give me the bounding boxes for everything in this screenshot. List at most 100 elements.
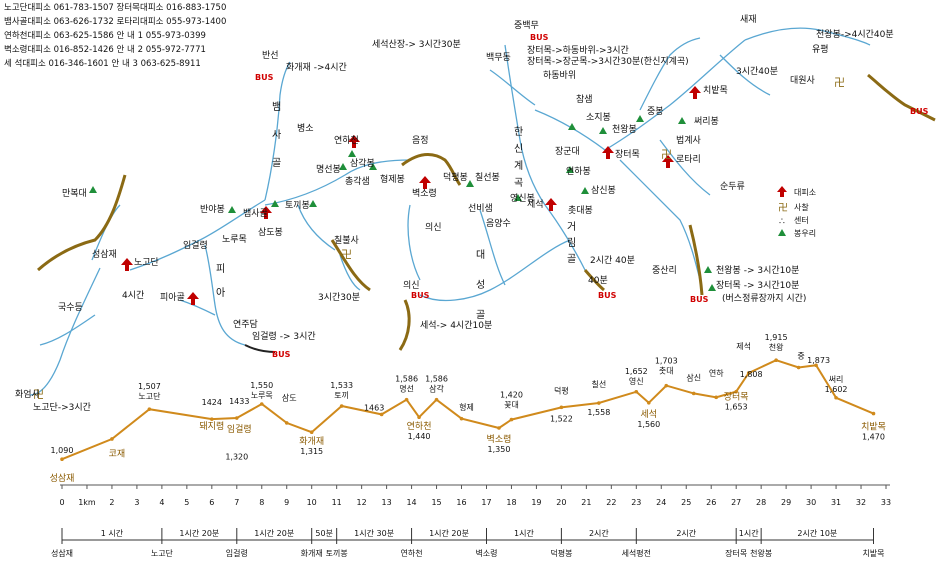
elevation-points — [60, 358, 876, 462]
valley-name-char: 대 — [476, 249, 485, 261]
map-place-label: 연주담 — [233, 318, 258, 330]
station-label: 토끼봉 — [326, 549, 348, 558]
station-label: 노고단 — [151, 548, 174, 558]
map-place-label: 3시간30분 — [318, 292, 360, 303]
valley-name-char: 골 — [272, 157, 281, 169]
peak-icon — [566, 166, 574, 173]
bus-stop-label: BUS — [530, 33, 549, 42]
map-place-label: 세석산장-> 3시간30분 — [372, 39, 461, 50]
peak-icon — [678, 117, 686, 124]
elevation-label: 연하 — [709, 368, 724, 378]
elevation-label: 1,703 — [655, 357, 678, 366]
elevation-point — [774, 358, 778, 363]
valley-name-char: 거 — [567, 221, 576, 233]
map-place-label: 40분 — [588, 275, 608, 286]
elevation-label: 1463 — [364, 403, 384, 412]
shelter-icon — [348, 135, 360, 148]
map-place-label: 4시간 — [122, 290, 144, 301]
map-place-label: 써리봉 — [694, 116, 719, 127]
km-tick-label: 17 — [481, 498, 491, 507]
elevation-point — [459, 416, 464, 421]
peak-icon — [89, 186, 97, 193]
peak-icon — [636, 115, 644, 122]
map-legend: 대피소 卍 사찰 ∴ 센터 봉우리 — [777, 186, 816, 238]
map-place-label: 천왕봉 — [612, 124, 637, 135]
map-place-label: 명선봉 — [316, 164, 341, 175]
segment-time-label: 1 시간 — [101, 528, 124, 538]
elevation-label: 벽소령 — [487, 433, 512, 445]
elevation-label: 덕평 — [554, 385, 569, 395]
valley-name-char: 피 — [216, 263, 225, 275]
elevation-point — [60, 457, 64, 462]
elevation-label: 1,090 — [51, 446, 74, 455]
elevation-point — [597, 401, 601, 405]
peak-icon — [778, 229, 786, 236]
elevation-label: 1,873 — [807, 356, 830, 365]
elevation-point — [379, 412, 384, 417]
elevation-label: 1,602 — [825, 385, 848, 394]
elevation-point — [147, 407, 152, 411]
map-place-label: 세석 — [527, 199, 544, 210]
station-label: 벽소령 — [475, 548, 497, 558]
elevation-label: 삼신 — [686, 372, 701, 382]
elevation-point — [646, 401, 651, 405]
km-tick-label: 10 — [307, 498, 317, 507]
elevation-label: 임걸령 — [227, 423, 252, 435]
elevation-point — [796, 365, 801, 370]
elevation-point — [734, 389, 738, 394]
elevation-point — [497, 426, 501, 430]
map-place-label: 의신 — [425, 222, 442, 233]
map-place-label: 화엄사 — [15, 388, 41, 400]
map-place-label: 천왕봉 -> 3시간10분 — [716, 265, 799, 276]
km-tick-label: 14 — [406, 498, 416, 507]
elevation-label: 1,470 — [862, 433, 885, 442]
legend-peak-label: 봉우리 — [794, 229, 816, 238]
map-place-label: 치밭목 — [703, 84, 728, 96]
km-tick-label: 21 — [581, 498, 591, 507]
center-icon: ∴ — [779, 217, 785, 227]
temple-icon: 卍 — [341, 248, 352, 261]
map-place-label: 뱀사골 — [243, 208, 268, 219]
km-tick-label: 15 — [431, 498, 441, 507]
map-place-label: 새재 — [740, 14, 757, 25]
shelter-icon — [602, 146, 614, 159]
elevation-label: 토끼 — [334, 391, 349, 400]
elevation-label: 중 — [797, 351, 804, 360]
km-tick-label: 32 — [856, 498, 866, 507]
segment-time-label: 2시간 10분 — [797, 528, 837, 538]
shelter-icon — [260, 206, 272, 219]
station-label: 덕평봉 — [550, 548, 572, 558]
peak-icon — [704, 266, 712, 273]
map-place-label: 중봉 — [647, 106, 664, 117]
bus-stop-label: BUS — [598, 291, 617, 300]
km-tick-label: 0 — [59, 498, 64, 507]
km-tick-label: 13 — [382, 498, 392, 507]
km-tick-label: 23 — [631, 498, 641, 507]
map-place-label: 의신 — [403, 280, 420, 291]
station-label: 연하천 — [401, 548, 423, 558]
map-place-label: 벽소령 — [412, 187, 437, 199]
km-tick-label: 25 — [681, 498, 691, 507]
segment-time-label: 50분 — [315, 529, 333, 538]
map-place-label: 반선 — [262, 50, 279, 61]
km-tick-label: 16 — [456, 498, 466, 507]
elevation-curve — [61, 359, 874, 461]
segment-time-label: 2시간 — [589, 528, 609, 538]
elevation-label: 1,558 — [587, 408, 610, 417]
segment-time-label: 1시간 30분 — [354, 528, 394, 538]
map-place-label: 촛대봉 — [568, 205, 593, 216]
elevation-label: 칠선 — [591, 380, 606, 389]
legend-center-label: 센터 — [794, 215, 809, 225]
elevation-point — [814, 363, 818, 368]
elevation-point — [404, 397, 409, 402]
elevation-label: 1433 — [229, 397, 249, 406]
map-place-label: 백무동 — [486, 52, 511, 63]
map-place-label: 덕평봉 — [443, 172, 468, 183]
km-tick-label: 33 — [881, 498, 891, 507]
bus-stop-label: BUS — [255, 73, 274, 82]
contact-line-2: 연하천대피소 063-625-1586 안 내 1 055-973-0399 — [4, 30, 206, 41]
elevation-label: 1,320 — [225, 453, 248, 462]
elevation-point — [259, 402, 264, 406]
shelter-contact-list: 노고단대피소 061-783-1507 장터목대피소 016-883-1750 … — [4, 2, 226, 69]
